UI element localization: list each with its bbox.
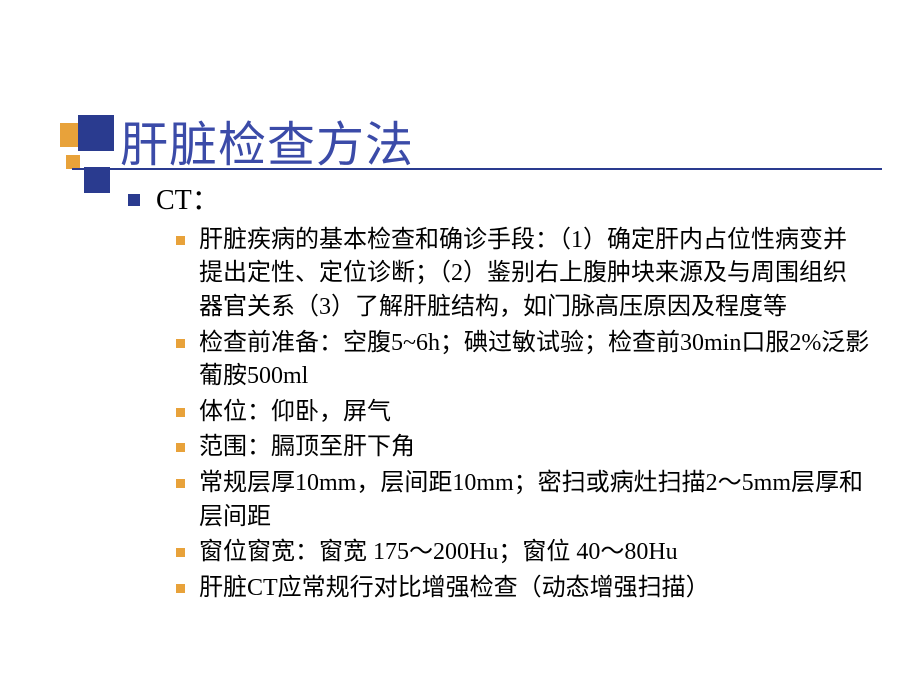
level2-item: 窗位窗宽：窗宽 175～200Hu；窗位 40～80Hu bbox=[176, 536, 870, 570]
level2-item: 常规层厚10mm，层间距10mm；密扫或病灶扫描2～5mm层厚和层间距 bbox=[176, 467, 870, 534]
level2-item: 检查前准备：空腹5~6h；碘过敏试验；检查前30min口服2%泛影葡胺500ml bbox=[176, 327, 870, 394]
title-container: 肝脏检查方法 bbox=[120, 105, 880, 175]
level2-text: 肝脏CT应常规行对比增强检查（动态增强扫描） bbox=[199, 572, 710, 606]
title-decoration bbox=[60, 115, 115, 195]
level2-text: 常规层厚10mm，层间距10mm；密扫或病灶扫描2～5mm层厚和层间距 bbox=[199, 467, 870, 534]
square-bullet-icon bbox=[176, 479, 185, 488]
level2-text: 肝脏疾病的基本检查和确诊手段：（1）确定肝内占位性病变并提出定性、定位诊断；（2… bbox=[199, 224, 870, 325]
level2-text: 范围：膈顶至肝下角 bbox=[199, 431, 415, 465]
square-bullet-icon bbox=[128, 194, 140, 206]
level2-text: 体位：仰卧，屏气 bbox=[199, 396, 391, 430]
level2-item: 肝脏CT应常规行对比增强检查（动态增强扫描） bbox=[176, 572, 870, 606]
level2-list: 肝脏疾病的基本检查和确诊手段：（1）确定肝内占位性病变并提出定性、定位诊断；（2… bbox=[176, 224, 870, 606]
level1-item: CT： bbox=[128, 182, 870, 220]
level2-item: 体位：仰卧，屏气 bbox=[176, 396, 870, 430]
level1-text: CT： bbox=[156, 182, 220, 220]
level2-text: 窗位窗宽：窗宽 175～200Hu；窗位 40～80Hu bbox=[199, 536, 678, 570]
square-bullet-icon bbox=[176, 443, 185, 452]
square-bullet-icon bbox=[176, 584, 185, 593]
square-bullet-icon bbox=[176, 339, 185, 348]
slide-title: 肝脏检查方法 bbox=[120, 105, 880, 175]
level2-item: 肝脏疾病的基本检查和确诊手段：（1）确定肝内占位性病变并提出定性、定位诊断；（2… bbox=[176, 224, 870, 325]
level2-item: 范围：膈顶至肝下角 bbox=[176, 431, 870, 465]
square-bullet-icon bbox=[176, 548, 185, 557]
square-bullet-icon bbox=[176, 236, 185, 245]
title-underline bbox=[72, 168, 882, 170]
square-bullet-icon bbox=[176, 408, 185, 417]
content-area: CT： 肝脏疾病的基本检查和确诊手段：（1）确定肝内占位性病变并提出定性、定位诊… bbox=[128, 182, 870, 607]
level2-text: 检查前准备：空腹5~6h；碘过敏试验；检查前30min口服2%泛影葡胺500ml bbox=[199, 327, 870, 394]
